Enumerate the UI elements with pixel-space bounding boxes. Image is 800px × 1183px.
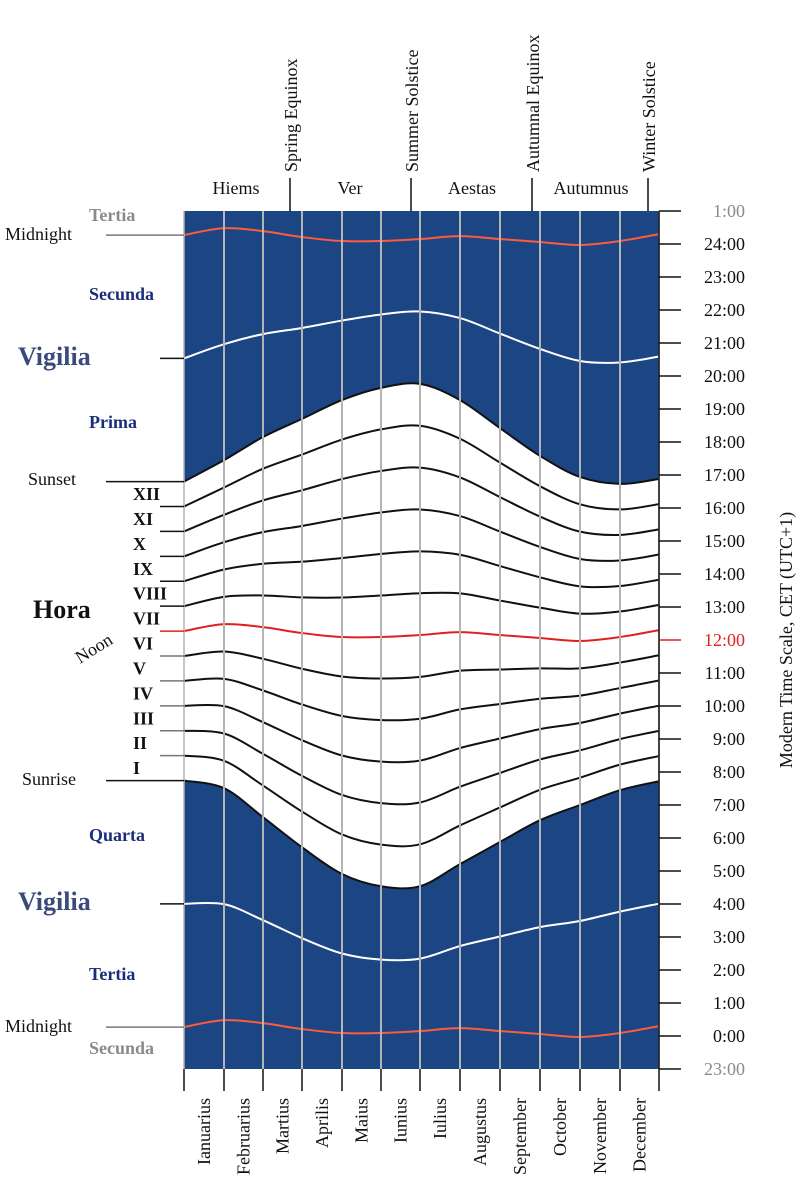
month-label: Ianuarius <box>194 1098 214 1165</box>
watch-label-quarta: Quarta <box>89 825 145 845</box>
right-axis: 23:00 0:00 1:00 2:00 3:00 4:00 5:00 6:00 7:00 8:0… <box>658 201 745 1079</box>
month-label: November <box>590 1098 610 1174</box>
right-axis-tick-label: 19:00 <box>704 399 745 419</box>
month-label: Aprilis <box>312 1098 332 1148</box>
event-label: Summer Solstice <box>402 49 422 172</box>
month-label: Martius <box>273 1098 293 1154</box>
right-axis-tick-label: 22:00 <box>704 300 745 320</box>
right-axis-tick-label: 21:00 <box>704 333 745 353</box>
noon-label: Noon <box>72 629 117 667</box>
right-axis-tick-label: 17:00 <box>704 465 745 485</box>
month-gridlines <box>183 211 660 1069</box>
right-axis-tick-label: 8:00 <box>713 762 745 782</box>
right-axis-tick-label: 13:00 <box>704 597 745 617</box>
hour-label-i: I <box>133 758 140 778</box>
left-leader-lines <box>106 234 184 1028</box>
vigilia-label: Vigilia <box>18 342 91 371</box>
midnight-label: Midnight <box>5 224 72 244</box>
right-axis-tick-label: 24:00 <box>704 234 745 254</box>
month-axis: Ianuarius Februarius Martius Aprilis Maius Iu… <box>183 1069 660 1175</box>
right-axis-title: Modern Time Scale, CET (UTC+1) <box>776 512 797 768</box>
sunset-label: Sunset <box>28 469 76 489</box>
hour-label-iv: IV <box>133 683 153 703</box>
event-label: Autumnal Equinox <box>523 35 543 173</box>
hora-label: Hora <box>33 595 91 624</box>
right-axis-tick-label: 4:00 <box>713 894 745 914</box>
right-axis-tick-label: 2:00 <box>713 960 745 980</box>
watch-label-tertia: Tertia <box>89 205 135 225</box>
month-label: Februarius <box>234 1098 254 1175</box>
watch-label-secunda: Secunda <box>89 284 154 304</box>
watch-label-prima: Prima <box>89 412 137 432</box>
right-axis-tick-label: 9:00 <box>713 729 745 749</box>
season-label: Hiems <box>213 178 260 198</box>
right-axis-tick-label: 3:00 <box>713 927 745 947</box>
right-axis-tick-label: 6:00 <box>713 828 745 848</box>
midnight-label: Midnight <box>5 1016 72 1036</box>
right-axis-tick-label: 18:00 <box>704 432 745 452</box>
hour-label-x: X <box>133 534 146 554</box>
right-axis-tick-label: 1:00 <box>713 201 745 221</box>
right-axis-tick-label: 12:00 <box>704 630 745 650</box>
right-axis-tick-label: 11:00 <box>705 663 745 683</box>
right-axis-tick-label: 14:00 <box>704 564 745 584</box>
month-label: Maius <box>352 1098 372 1143</box>
month-label: Augustus <box>470 1098 490 1166</box>
season-dividers <box>289 178 649 211</box>
month-label: Iunius <box>391 1098 411 1143</box>
right-axis-tick-label: 0:00 <box>713 1026 745 1046</box>
hour-label-viii: VIII <box>133 584 167 604</box>
season-label: Ver <box>338 178 363 198</box>
event-label: Winter Solstice <box>639 61 659 172</box>
hour-label-xi: XI <box>133 509 153 529</box>
right-axis-tick-label: 16:00 <box>704 498 745 518</box>
right-axis-tick-label: 7:00 <box>713 795 745 815</box>
hour-label-ix: IX <box>133 559 153 579</box>
right-axis-tick-label: 23:00 <box>704 267 745 287</box>
right-axis-tick-label: 1:00 <box>713 993 745 1013</box>
vigilia-label: Vigilia <box>18 887 91 916</box>
season-label: Aestas <box>448 178 496 198</box>
hour-label-vii: VII <box>133 609 160 629</box>
watch-label-secunda: Secunda <box>89 1038 154 1058</box>
season-label: Autumnus <box>553 178 628 198</box>
watch-label-tertia: Tertia <box>89 964 135 984</box>
hour-label-v: V <box>133 658 146 678</box>
month-label: Iulius <box>430 1098 450 1139</box>
hour-label-iii: III <box>133 708 154 728</box>
hour-label-vi: VI <box>133 634 153 654</box>
hour-label-ii: II <box>133 733 147 753</box>
month-label: December <box>630 1098 650 1172</box>
right-axis-tick-label: 23:00 <box>704 1059 745 1079</box>
right-axis-tick-label: 15:00 <box>704 531 745 551</box>
month-label: September <box>510 1098 530 1175</box>
right-axis-tick-label: 20:00 <box>704 366 745 386</box>
plot-area <box>183 211 660 1069</box>
hour-label-xii: XII <box>133 484 160 504</box>
event-label: Spring Equinox <box>281 58 301 172</box>
right-axis-tick-label: 5:00 <box>713 861 745 881</box>
sunrise-label: Sunrise <box>22 769 76 789</box>
month-label: October <box>550 1098 570 1156</box>
right-axis-tick-label: 10:00 <box>704 696 745 716</box>
